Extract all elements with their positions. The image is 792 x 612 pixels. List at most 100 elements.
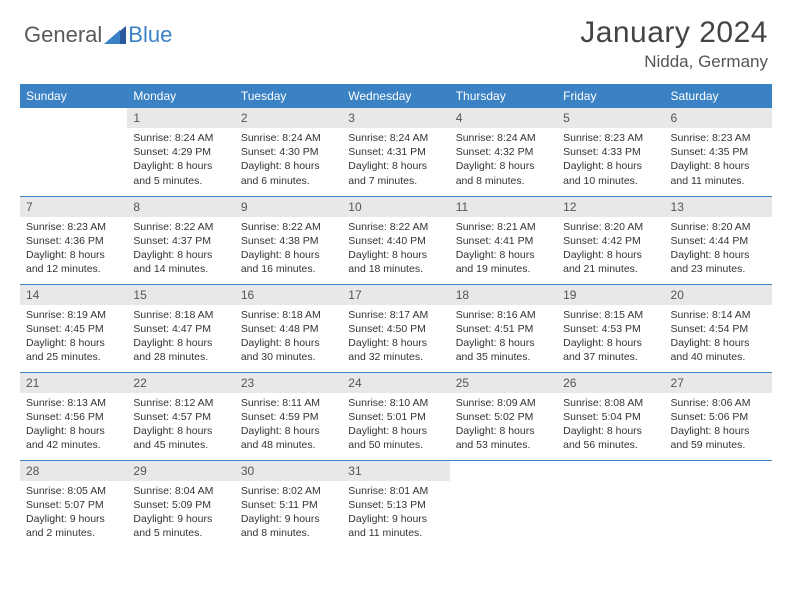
calendar-cell: 31Sunrise: 8:01 AMSunset: 5:13 PMDayligh… — [342, 460, 449, 548]
sunrise-text: Sunrise: 8:23 AM — [671, 131, 766, 145]
day-body: Sunrise: 8:10 AMSunset: 5:01 PMDaylight:… — [342, 393, 449, 458]
day-body: Sunrise: 8:24 AMSunset: 4:31 PMDaylight:… — [342, 128, 449, 193]
daylight-text: Daylight: 8 hours and 12 minutes. — [26, 248, 121, 276]
day-body: Sunrise: 8:22 AMSunset: 4:37 PMDaylight:… — [127, 217, 234, 282]
daylight-text: Daylight: 8 hours and 50 minutes. — [348, 424, 443, 452]
daylight-text: Daylight: 8 hours and 30 minutes. — [241, 336, 336, 364]
header: General Blue January 2024 Nidda, Germany — [0, 0, 792, 80]
day-body: Sunrise: 8:22 AMSunset: 4:40 PMDaylight:… — [342, 217, 449, 282]
sunrise-text: Sunrise: 8:24 AM — [133, 131, 228, 145]
day-body: Sunrise: 8:04 AMSunset: 5:09 PMDaylight:… — [127, 481, 234, 546]
calendar-cell: 13Sunrise: 8:20 AMSunset: 4:44 PMDayligh… — [665, 196, 772, 284]
daylight-text: Daylight: 8 hours and 16 minutes. — [241, 248, 336, 276]
sunrise-text: Sunrise: 8:18 AM — [133, 308, 228, 322]
calendar-cell: 24Sunrise: 8:10 AMSunset: 5:01 PMDayligh… — [342, 372, 449, 460]
day-number: 31 — [342, 461, 449, 481]
day-body: Sunrise: 8:24 AMSunset: 4:29 PMDaylight:… — [127, 128, 234, 193]
daylight-text: Daylight: 8 hours and 59 minutes. — [671, 424, 766, 452]
day-header: Tuesday — [235, 84, 342, 108]
calendar-cell: 18Sunrise: 8:16 AMSunset: 4:51 PMDayligh… — [450, 284, 557, 372]
calendar-cell: 7Sunrise: 8:23 AMSunset: 4:36 PMDaylight… — [20, 196, 127, 284]
day-number: 18 — [450, 285, 557, 305]
calendar-cell: 9Sunrise: 8:22 AMSunset: 4:38 PMDaylight… — [235, 196, 342, 284]
calendar-table: Sunday Monday Tuesday Wednesday Thursday… — [20, 84, 772, 548]
calendar-cell: 5Sunrise: 8:23 AMSunset: 4:33 PMDaylight… — [557, 108, 664, 196]
sunrise-text: Sunrise: 8:08 AM — [563, 396, 658, 410]
calendar-cell: 23Sunrise: 8:11 AMSunset: 4:59 PMDayligh… — [235, 372, 342, 460]
daylight-text: Daylight: 8 hours and 48 minutes. — [241, 424, 336, 452]
sunset-text: Sunset: 4:35 PM — [671, 145, 766, 159]
day-number: 23 — [235, 373, 342, 393]
daylight-text: Daylight: 8 hours and 23 minutes. — [671, 248, 766, 276]
daylight-text: Daylight: 8 hours and 6 minutes. — [241, 159, 336, 187]
calendar-cell — [20, 108, 127, 196]
day-number: 9 — [235, 197, 342, 217]
calendar-cell: 30Sunrise: 8:02 AMSunset: 5:11 PMDayligh… — [235, 460, 342, 548]
sunrise-text: Sunrise: 8:09 AM — [456, 396, 551, 410]
daylight-text: Daylight: 8 hours and 42 minutes. — [26, 424, 121, 452]
daylight-text: Daylight: 8 hours and 10 minutes. — [563, 159, 658, 187]
sunrise-text: Sunrise: 8:24 AM — [348, 131, 443, 145]
sunset-text: Sunset: 4:50 PM — [348, 322, 443, 336]
calendar-week-row: 28Sunrise: 8:05 AMSunset: 5:07 PMDayligh… — [20, 460, 772, 548]
sunrise-text: Sunrise: 8:20 AM — [563, 220, 658, 234]
day-body: Sunrise: 8:19 AMSunset: 4:45 PMDaylight:… — [20, 305, 127, 370]
sunset-text: Sunset: 5:09 PM — [133, 498, 228, 512]
daylight-text: Daylight: 8 hours and 25 minutes. — [26, 336, 121, 364]
daylight-text: Daylight: 8 hours and 19 minutes. — [456, 248, 551, 276]
daylight-text: Daylight: 9 hours and 11 minutes. — [348, 512, 443, 540]
day-number: 14 — [20, 285, 127, 305]
calendar-cell: 1Sunrise: 8:24 AMSunset: 4:29 PMDaylight… — [127, 108, 234, 196]
day-body: Sunrise: 8:23 AMSunset: 4:33 PMDaylight:… — [557, 128, 664, 193]
logo: General Blue — [24, 22, 172, 48]
day-body: Sunrise: 8:20 AMSunset: 4:42 PMDaylight:… — [557, 217, 664, 282]
day-number: 1 — [127, 108, 234, 128]
calendar-cell: 4Sunrise: 8:24 AMSunset: 4:32 PMDaylight… — [450, 108, 557, 196]
daylight-text: Daylight: 8 hours and 5 minutes. — [133, 159, 228, 187]
day-number: 5 — [557, 108, 664, 128]
sunset-text: Sunset: 4:59 PM — [241, 410, 336, 424]
day-number: 29 — [127, 461, 234, 481]
day-number: 28 — [20, 461, 127, 481]
day-number: 2 — [235, 108, 342, 128]
day-number: 17 — [342, 285, 449, 305]
day-body: Sunrise: 8:16 AMSunset: 4:51 PMDaylight:… — [450, 305, 557, 370]
logo-text-general: General — [24, 22, 102, 48]
day-number: 27 — [665, 373, 772, 393]
sunset-text: Sunset: 5:13 PM — [348, 498, 443, 512]
calendar-cell: 3Sunrise: 8:24 AMSunset: 4:31 PMDaylight… — [342, 108, 449, 196]
sunset-text: Sunset: 4:51 PM — [456, 322, 551, 336]
calendar-cell: 25Sunrise: 8:09 AMSunset: 5:02 PMDayligh… — [450, 372, 557, 460]
daylight-text: Daylight: 9 hours and 8 minutes. — [241, 512, 336, 540]
sunset-text: Sunset: 4:57 PM — [133, 410, 228, 424]
day-number: 4 — [450, 108, 557, 128]
sunrise-text: Sunrise: 8:06 AM — [671, 396, 766, 410]
sunrise-text: Sunrise: 8:24 AM — [456, 131, 551, 145]
day-body: Sunrise: 8:20 AMSunset: 4:44 PMDaylight:… — [665, 217, 772, 282]
day-number: 8 — [127, 197, 234, 217]
calendar-cell: 27Sunrise: 8:06 AMSunset: 5:06 PMDayligh… — [665, 372, 772, 460]
day-body: Sunrise: 8:21 AMSunset: 4:41 PMDaylight:… — [450, 217, 557, 282]
sunrise-text: Sunrise: 8:12 AM — [133, 396, 228, 410]
calendar-cell: 22Sunrise: 8:12 AMSunset: 4:57 PMDayligh… — [127, 372, 234, 460]
day-number: 25 — [450, 373, 557, 393]
daylight-text: Daylight: 8 hours and 14 minutes. — [133, 248, 228, 276]
daylight-text: Daylight: 9 hours and 5 minutes. — [133, 512, 228, 540]
sunset-text: Sunset: 4:29 PM — [133, 145, 228, 159]
month-title: January 2024 — [580, 16, 768, 50]
daylight-text: Daylight: 8 hours and 37 minutes. — [563, 336, 658, 364]
calendar-cell — [450, 460, 557, 548]
calendar-cell: 16Sunrise: 8:18 AMSunset: 4:48 PMDayligh… — [235, 284, 342, 372]
sunrise-text: Sunrise: 8:17 AM — [348, 308, 443, 322]
daylight-text: Daylight: 8 hours and 21 minutes. — [563, 248, 658, 276]
day-body: Sunrise: 8:24 AMSunset: 4:30 PMDaylight:… — [235, 128, 342, 193]
sunrise-text: Sunrise: 8:02 AM — [241, 484, 336, 498]
daylight-text: Daylight: 8 hours and 8 minutes. — [456, 159, 551, 187]
day-body: Sunrise: 8:15 AMSunset: 4:53 PMDaylight:… — [557, 305, 664, 370]
day-body: Sunrise: 8:01 AMSunset: 5:13 PMDaylight:… — [342, 481, 449, 546]
sunrise-text: Sunrise: 8:19 AM — [26, 308, 121, 322]
day-header: Sunday — [20, 84, 127, 108]
sunset-text: Sunset: 4:38 PM — [241, 234, 336, 248]
sunset-text: Sunset: 4:30 PM — [241, 145, 336, 159]
day-header: Monday — [127, 84, 234, 108]
